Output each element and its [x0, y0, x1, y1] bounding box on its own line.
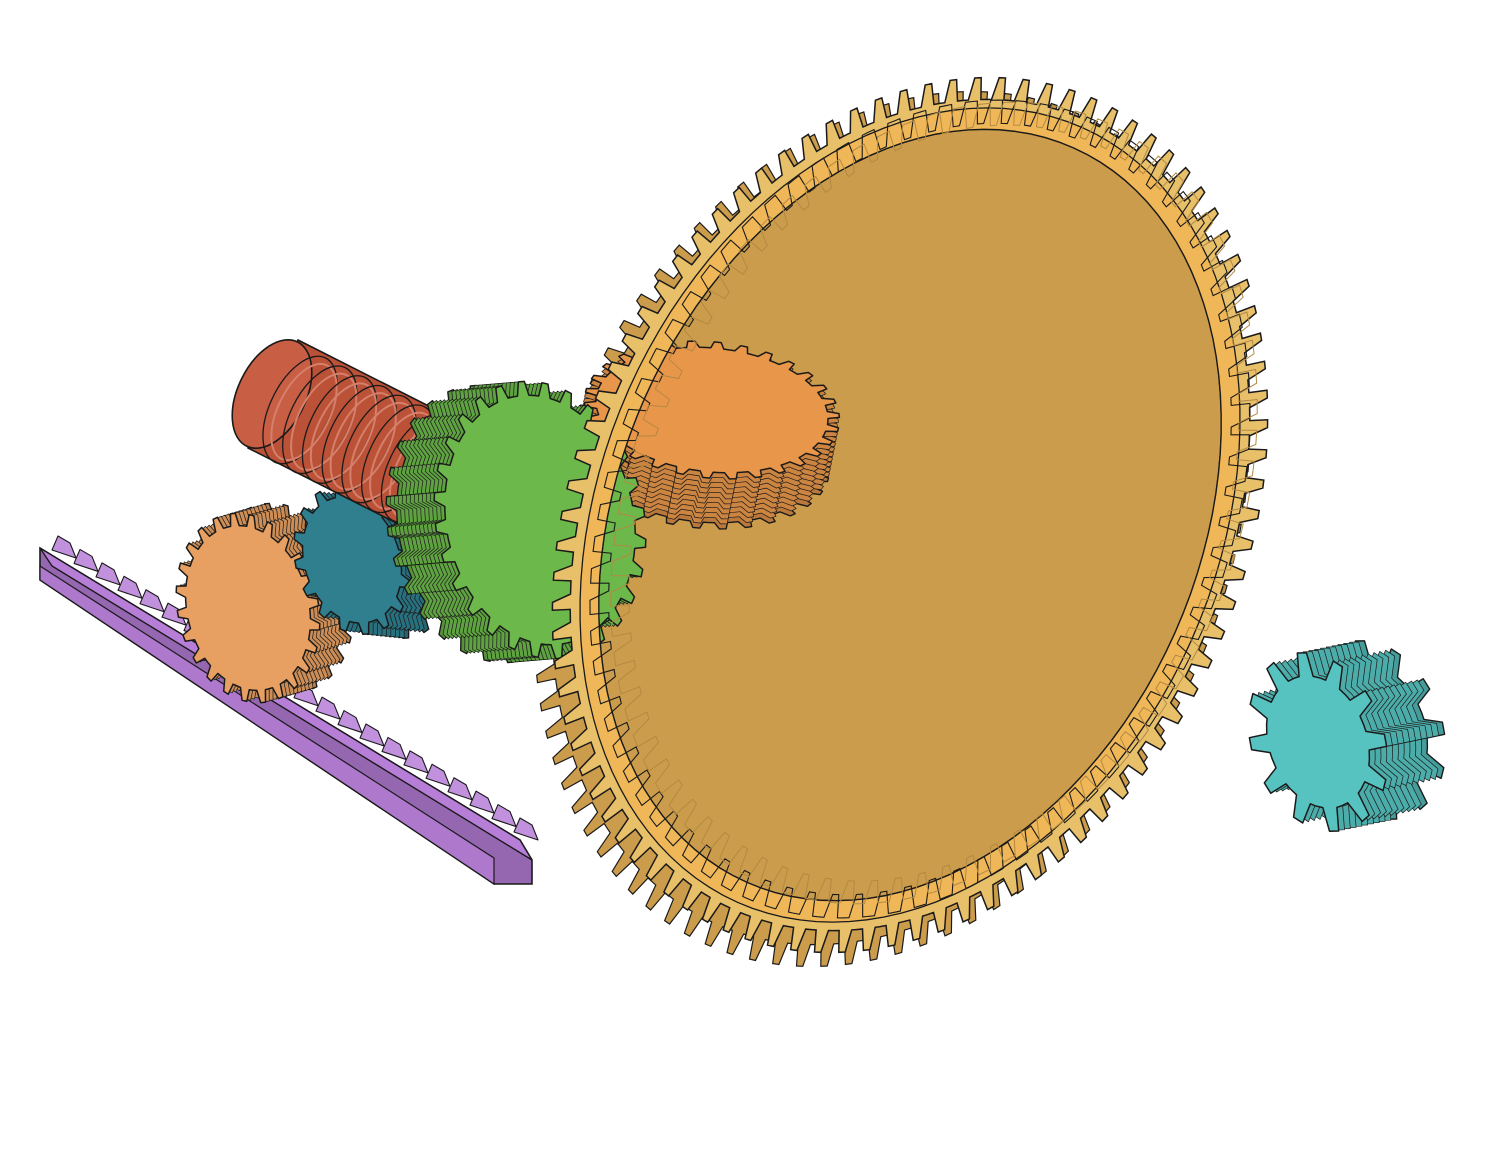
rack-tooth	[381, 736, 407, 760]
worm-end-face	[231, 338, 313, 450]
worm-thread-highlight	[329, 392, 397, 491]
rack-front	[39, 564, 495, 886]
rack-tooth	[513, 817, 539, 841]
worm-thread-highlight	[270, 362, 338, 462]
rack-tooth	[315, 696, 341, 720]
rack-tooth	[73, 548, 99, 572]
ring-inner-teeth-shadow	[610, 101, 1258, 905]
rack-tooth	[447, 777, 473, 801]
spur-small-face	[175, 512, 321, 704]
rack-tooth	[51, 535, 77, 559]
rack-tooth	[425, 763, 451, 787]
rack-tooth	[491, 804, 517, 828]
rack-tooth	[337, 710, 363, 734]
rack-tooth	[469, 790, 495, 814]
ring-inner-band	[579, 107, 1241, 923]
worm-thread-highlight	[309, 382, 378, 481]
rack-tooth	[117, 575, 143, 599]
rack-tooth	[95, 562, 121, 586]
spur-pinion-cyan[interactable]	[1248, 640, 1446, 832]
cyan-pinion-face	[1248, 652, 1388, 832]
worm-thread-highlight	[290, 372, 358, 471]
ring-inner-teeth	[589, 99, 1251, 919]
rack-tooth	[359, 723, 385, 747]
ring-gear-front[interactable]	[551, 76, 1269, 954]
rack-tooth	[139, 589, 165, 613]
rack-top	[39, 547, 533, 861]
rack-tooth	[403, 750, 429, 774]
